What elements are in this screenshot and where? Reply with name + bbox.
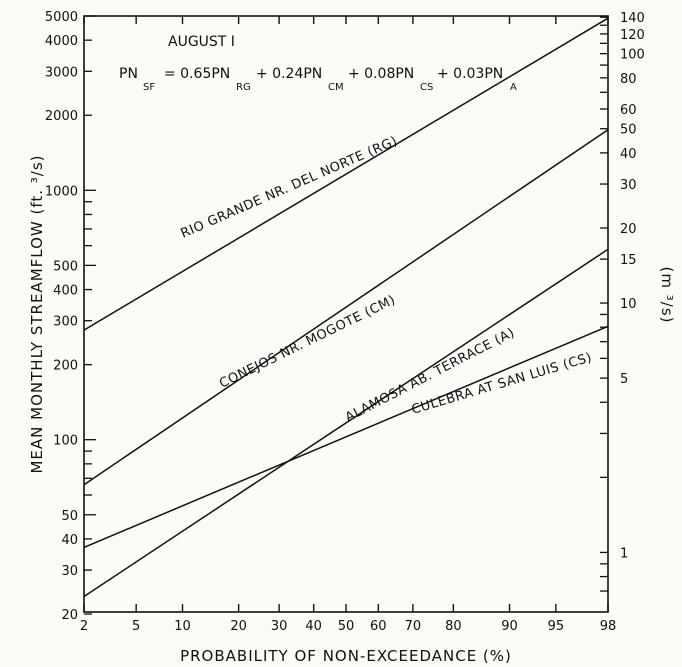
x-tick-label: 10 [174, 619, 191, 634]
x-tick-label: 40 [305, 619, 322, 634]
equation-sub-cm: CM [328, 82, 344, 93]
y-tick-label: 500 [53, 259, 78, 274]
right-tick-label: 50 [620, 123, 637, 138]
equation-term-cm: + 0.24PN [256, 66, 322, 82]
equation-lhs-sub: SF [143, 82, 155, 93]
equation-annotation: PN SF = 0.65PN RG + 0.24PN CM + 0.08PN C… [119, 66, 517, 93]
right-tick-label: 80 [620, 72, 637, 87]
y-tick-label: 5000 [45, 10, 78, 25]
right-tick-label: 140 [620, 11, 645, 26]
series-line-1 [83, 129, 609, 486]
x-tick-label: 50 [338, 619, 355, 634]
right-tick-label: 120 [620, 28, 645, 43]
right-tick-label: 15 [620, 253, 637, 268]
series-line-2 [83, 248, 609, 598]
x-tick-label: 60 [370, 619, 387, 634]
y-tick-label: 400 [53, 284, 78, 299]
y-axis-title: MEAN MONTHLY STREAMFLOW (ft. ³/s) [28, 154, 46, 473]
y-tick-label: 40 [61, 533, 78, 548]
right-tick-label: 30 [620, 178, 637, 193]
right-tick-label: 40 [620, 147, 637, 162]
right-tick-label: 10 [620, 297, 637, 312]
y-tick-label: 50 [61, 509, 78, 524]
series-line-3 [83, 325, 609, 549]
x-tick-label: 20 [230, 619, 247, 634]
x-tick-label: 95 [548, 619, 565, 634]
x-tick-label: 90 [501, 619, 518, 634]
series-label-rio-grande: RIO GRANDE NR. DEL NORTE (RG) [179, 134, 400, 242]
chart-title: AUGUST I [168, 34, 235, 50]
series-line-0 [83, 17, 609, 331]
series-label-conejos: CONEJOS NR. MOGOTE (CM) [217, 293, 398, 392]
y-tick-label: 1000 [45, 184, 78, 199]
y-tick-label: 100 [53, 434, 78, 449]
equation-sub-rg: RG [236, 82, 251, 93]
x-tick-label: 5 [132, 619, 140, 634]
y-tick-label: 3000 [45, 65, 78, 80]
right-tick-label: 5 [620, 372, 628, 387]
equation-term-a: + 0.03PN [437, 66, 503, 82]
right-axis-title: (m ³/s) [658, 267, 676, 324]
y-tick-label: 2000 [45, 109, 78, 124]
equation-sub-a: A [510, 82, 517, 93]
equation-term-cs: + 0.08PN [348, 66, 414, 82]
y-tick-label: 300 [53, 315, 78, 330]
equation-lhs: PN [119, 66, 138, 82]
right-tick-label: 60 [620, 103, 637, 118]
x-axis-title: PROBABILITY OF NON-EXCEEDANCE (%) [180, 647, 512, 665]
equation-sub-cs: CS [420, 82, 433, 93]
y-tick-label: 30 [61, 564, 78, 579]
x-tick-label: 2 [80, 619, 88, 634]
right-tick-label: 1 [620, 546, 628, 561]
y-tick-label: 200 [53, 359, 78, 374]
x-tick-label: 70 [405, 619, 422, 634]
equation-term-rg: = 0.65PN [164, 66, 230, 82]
y-tick-label: 4000 [45, 34, 78, 49]
series-label-culebra: CULEBRA AT SAN LUIS (CS) [410, 350, 594, 418]
x-tick-label: 30 [271, 619, 288, 634]
right-tick-label: 20 [620, 222, 637, 237]
x-tick-label: 98 [600, 619, 617, 634]
right-tick-label: 100 [620, 48, 645, 63]
x-tick-label: 80 [445, 619, 462, 634]
y-tick-label: 20 [61, 608, 78, 623]
